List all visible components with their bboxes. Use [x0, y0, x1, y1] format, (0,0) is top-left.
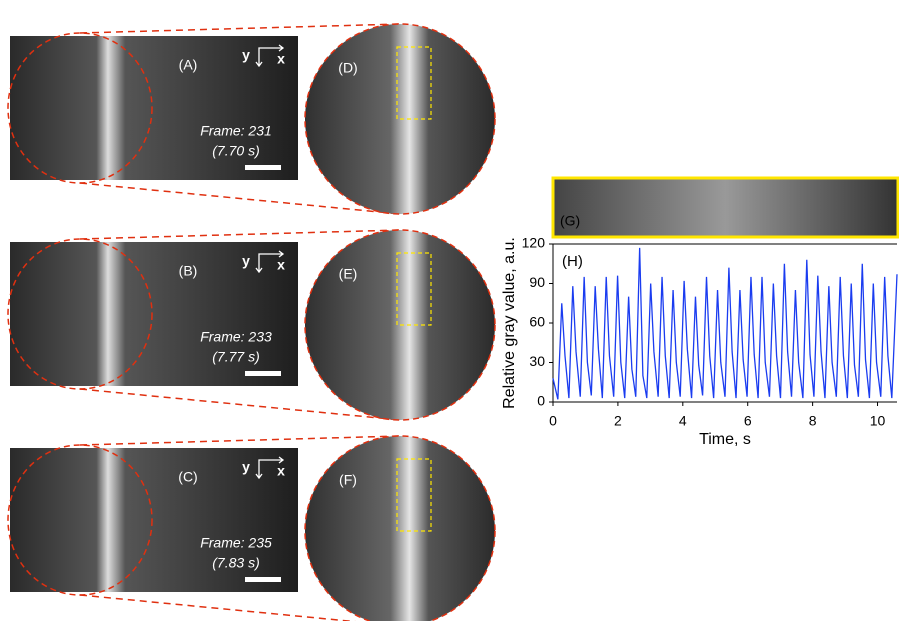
- scale-bar: [245, 165, 281, 170]
- x-tick-label: 0: [549, 413, 557, 429]
- frame-time: (7.83 s): [212, 555, 259, 571]
- x-tick-label: 8: [809, 413, 817, 429]
- panel-label: (F): [339, 472, 357, 488]
- x-tick-label: 2: [614, 413, 622, 429]
- x-tick-label: 10: [870, 413, 886, 429]
- axis-letter: x: [277, 257, 285, 273]
- axis-letter: x: [277, 51, 285, 67]
- axis-letter: y: [242, 253, 250, 269]
- y-tick-label: 90: [529, 274, 545, 290]
- panel-label: (A): [179, 57, 198, 73]
- y-axis-label: Relative gray value, a.u.: [501, 237, 518, 409]
- frame-number: Frame: 233: [200, 329, 272, 345]
- x-axis-label: Time, s: [699, 431, 751, 448]
- panel-label: (D): [338, 60, 357, 76]
- y-tick-label: 0: [537, 393, 545, 409]
- scale-bar: [245, 577, 281, 582]
- y-tick-label: 30: [529, 353, 545, 369]
- figure: (A) (D) Frame: 231 (7.70 s) y x (B) (E) Frame: 2…: [0, 0, 899, 621]
- strip-label: (G): [560, 213, 580, 229]
- chart: 0 30 60 90 120 0 2 4 6 8 10 Time, s Relative gray va…: [501, 235, 897, 449]
- data-line: [553, 248, 897, 399]
- x-tick-label: 6: [744, 413, 752, 429]
- kymograph-strip: [553, 178, 898, 237]
- axis-letter: y: [242, 47, 250, 63]
- zoom-line: [80, 24, 400, 33]
- frame-time: (7.70 s): [212, 143, 259, 159]
- panel-label: (E): [339, 266, 358, 282]
- zoom-line: [80, 436, 400, 445]
- y-tick-label: 120: [522, 235, 546, 251]
- panels: (A) (D) Frame: 231 (7.70 s) y x (B) (E) Frame: 2…: [8, 24, 495, 621]
- axis-letter: y: [242, 459, 250, 475]
- frame-number: Frame: 231: [200, 123, 272, 139]
- frame-time: (7.77 s): [212, 349, 259, 365]
- annotation: (H): [562, 253, 583, 270]
- panel-label: (C): [178, 469, 197, 485]
- axis-letter: x: [277, 463, 285, 479]
- scale-bar: [245, 371, 281, 376]
- zoom-image: [305, 436, 495, 621]
- y-tick-label: 60: [529, 314, 545, 330]
- frame-number: Frame: 235: [200, 535, 272, 551]
- panel-label: (B): [179, 263, 198, 279]
- zoom-line: [80, 230, 400, 239]
- x-tick-label: 4: [679, 413, 687, 429]
